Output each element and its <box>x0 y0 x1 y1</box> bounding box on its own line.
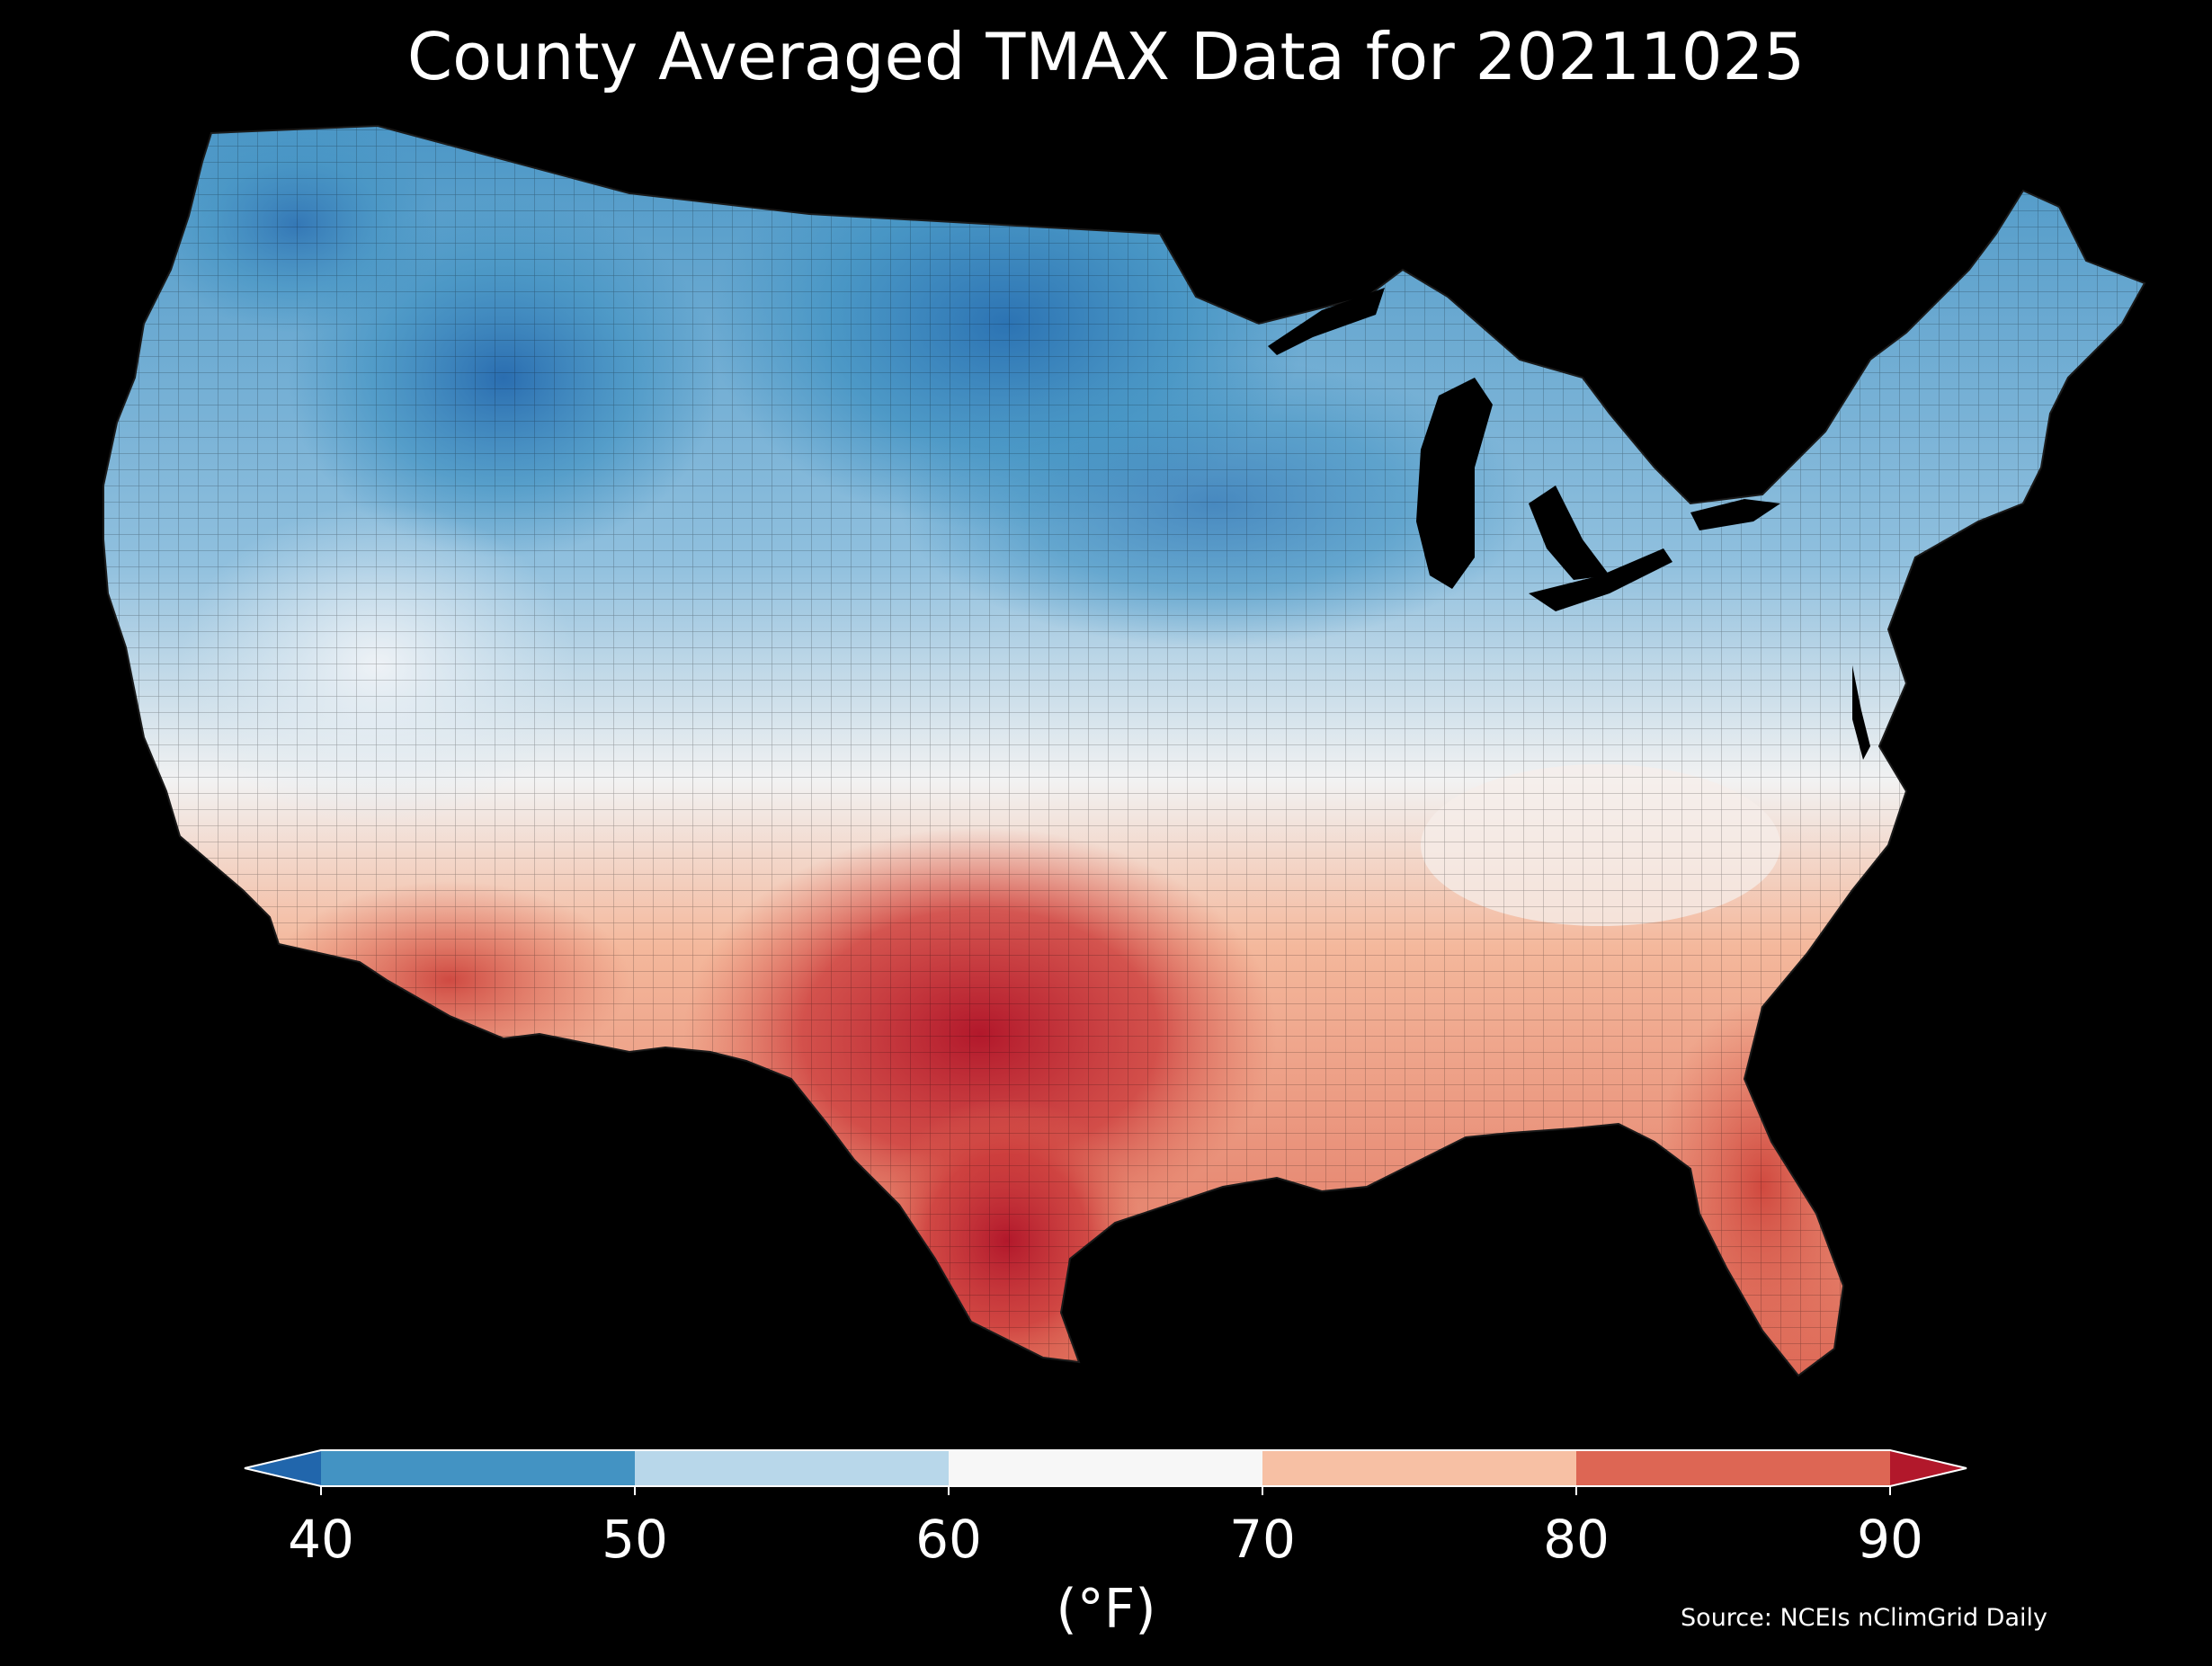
chesapeake-bay <box>1852 665 1870 760</box>
colorbar-tick-40: 40 <box>288 1509 354 1570</box>
colorbar-extend-low <box>245 1450 321 1486</box>
colorbar-tick-70: 70 <box>1229 1509 1296 1570</box>
colorbar-unit-label: (°F) <box>1056 1578 1156 1641</box>
colorbar-extend-high <box>1890 1450 1967 1486</box>
great-lakes <box>1268 288 1780 611</box>
colorbar-tick-60: 60 <box>915 1509 982 1570</box>
colorbar-tick-50: 50 <box>602 1509 668 1570</box>
colorbar-tick-90: 90 <box>1857 1509 1923 1570</box>
colorbar-bin-70-80 <box>1262 1450 1576 1486</box>
colorbar-bin-50-60 <box>635 1450 949 1486</box>
county-fill-layer <box>103 126 2145 1376</box>
source-credit: Source: NCEIs nClimGrid Daily <box>1681 1604 2047 1632</box>
colorbar-bin-60-70 <box>949 1450 1262 1486</box>
colorbar-bin-80-90 <box>1576 1450 1890 1486</box>
colorbar <box>244 1449 1967 1495</box>
map-title: County Averaged TMAX Data for 20211025 <box>406 19 1806 94</box>
colorbar-bin-40-50 <box>321 1450 635 1486</box>
colorbar-tick-80: 80 <box>1543 1509 1610 1570</box>
